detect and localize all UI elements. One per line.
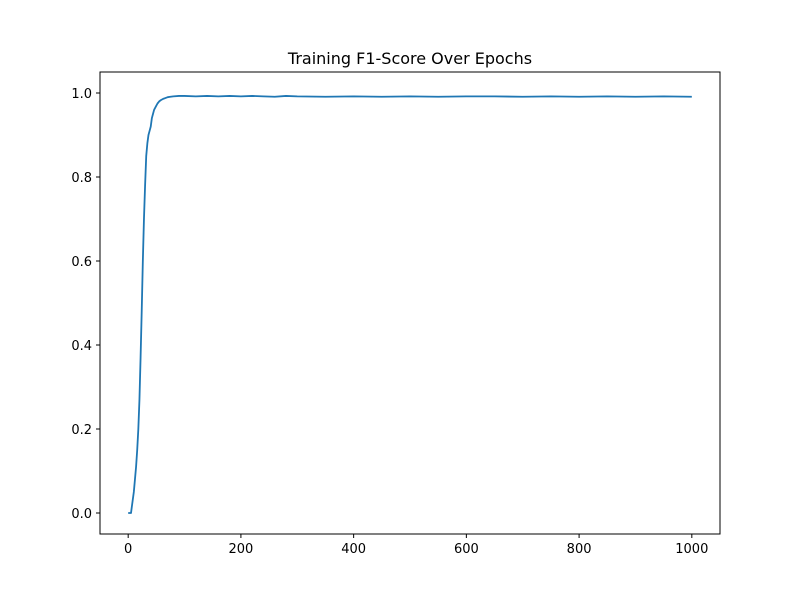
x-tick-label: 200 bbox=[228, 542, 253, 557]
series-layer bbox=[128, 95, 692, 514]
y-tick-label: 0.4 bbox=[71, 339, 92, 354]
x-axis-ticks: 0 200 400 600 800 1000 bbox=[124, 534, 708, 557]
series-line-0 bbox=[128, 95, 692, 514]
x-tick-label: 0 bbox=[124, 542, 132, 557]
x-tick-label: 800 bbox=[567, 542, 592, 557]
x-tick-label: 600 bbox=[454, 542, 479, 557]
y-axis-ticks: 0.0 0.2 0.4 0.6 0.8 1.0 bbox=[71, 87, 100, 522]
y-tick-label: 0.2 bbox=[71, 423, 92, 438]
y-tick-label: 0.8 bbox=[71, 171, 92, 186]
chart-title: Training F1-Score Over Epochs bbox=[287, 49, 532, 68]
x-tick-label: 400 bbox=[341, 542, 366, 557]
y-tick-label: 0.0 bbox=[71, 507, 92, 522]
plot-background bbox=[100, 72, 720, 534]
x-tick-label: 1000 bbox=[675, 542, 708, 557]
y-tick-label: 0.6 bbox=[71, 255, 92, 270]
y-tick-label: 1.0 bbox=[71, 87, 92, 102]
plot-frame bbox=[99, 71, 721, 535]
